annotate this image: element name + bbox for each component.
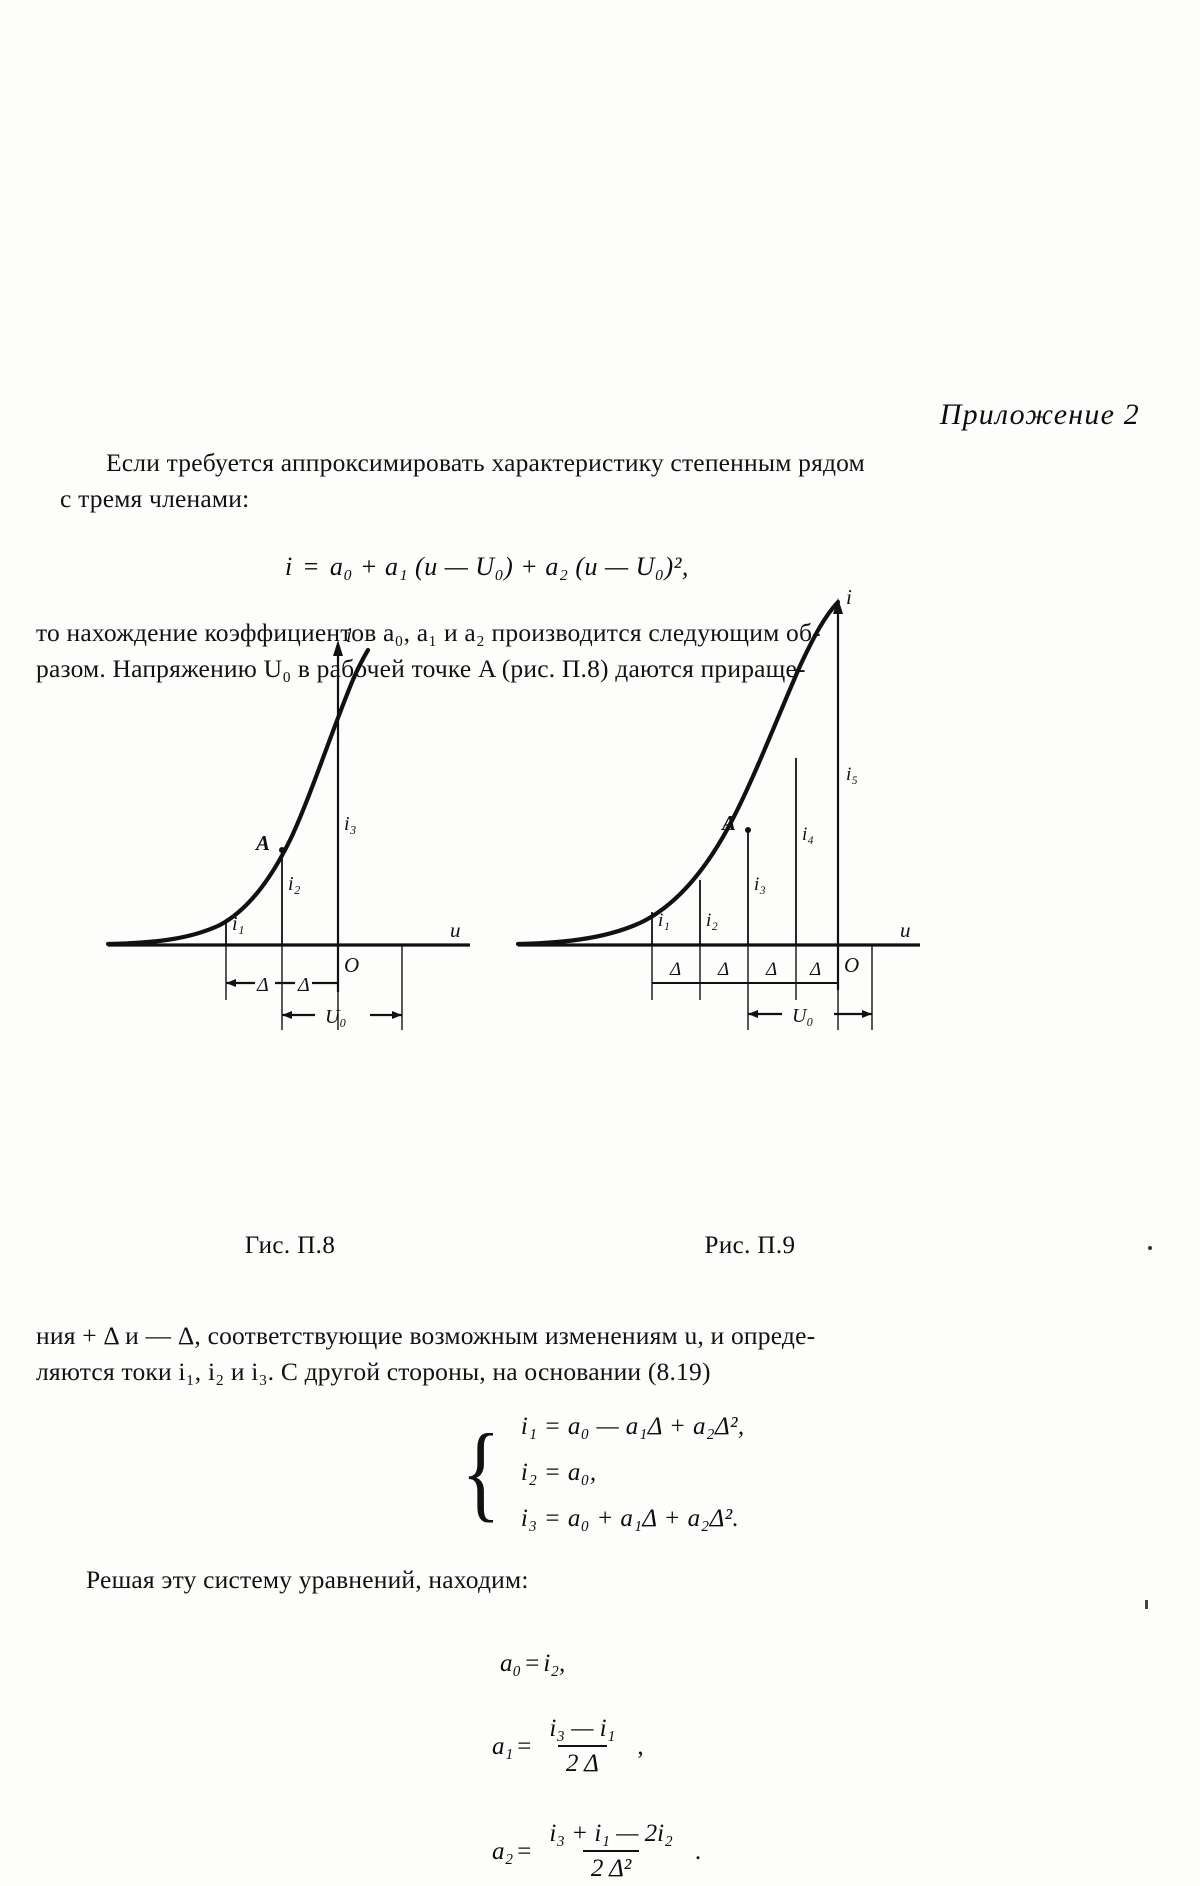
page-title: Приложение 2: [0, 398, 1140, 432]
after-figures-line-1: ния + Δ и — Δ, соответствующие возможным…: [36, 1321, 815, 1350]
paragraph-after-figures: ния + Δ и — Δ, соответствующие возможным…: [36, 1318, 1164, 1390]
result-a0: a₀ = i₂,: [500, 1650, 565, 1678]
fig-p8-y-axis-label: i: [346, 623, 352, 647]
fig-p8-u0-arrow-right: [392, 1011, 402, 1019]
main-formula-terms: a₀ + a₁ (u — U₀) + a₂ (u — U₀)²,: [330, 552, 689, 581]
scan-speck-2: [1145, 1600, 1148, 1609]
figure-p8: i u A i₁ i₂ i₃ Δ Δ U₀ O: [80, 600, 500, 1030]
result-a2-fraction: i₃ + i₁ — 2i₂ 2 Δ²: [541, 1820, 681, 1883]
fig-p8-point-a-marker: [279, 847, 285, 853]
fig-p9-curve: [518, 602, 838, 944]
equation-line-1: i₁ = a₀ — a₁Δ + a₂Δ²,: [521, 1404, 745, 1450]
result-a0-equals: =: [521, 1650, 543, 1678]
result-a2-trail: .: [695, 1838, 701, 1866]
fig-p9-label-delta-4: Δ: [809, 959, 821, 980]
fig-p9-x-axis-label: u: [900, 918, 911, 942]
figure-p9: i u A i₁ i₂ i₃ i₄ i₅ Δ Δ Δ Δ U₀ O: [500, 590, 960, 1030]
fig-p9-u0-arrow-left: [748, 1010, 758, 1018]
result-a2-lhs: a₂: [492, 1838, 513, 1866]
fig-p8-label-i2: i₂: [288, 873, 301, 895]
intro-line-1: Если требуется аппроксимировать характер…: [106, 448, 865, 477]
fig-p9-label-i3: i₃: [754, 874, 766, 895]
result-a0-lhs: a₀: [500, 1650, 521, 1678]
main-formula: i = a₀ + a₁ (u — U₀) + a₂ (u — U₀)²,: [285, 552, 689, 582]
figure-p8-caption: Гис. П.8: [80, 1232, 500, 1260]
equation-line-3: i₃ = a₀ + a₁Δ + a₂Δ².: [521, 1496, 745, 1542]
fig-p9-y-axis-label: i: [846, 590, 852, 609]
fig-p9-label-i4: i₄: [802, 824, 814, 845]
result-a1-denominator: 2 Δ: [558, 1745, 607, 1778]
result-a1-trail: ,: [637, 1733, 643, 1761]
result-a1-numerator: i₃ — i₁: [541, 1715, 623, 1745]
fig-p8-label-delta-1: Δ: [256, 974, 269, 996]
fig-p9-label-i2: i₂: [706, 910, 718, 931]
result-a1: a₁ = i₃ — i₁ 2 Δ ,: [492, 1715, 644, 1778]
result-a2-equals: =: [513, 1838, 535, 1866]
figure-p9-caption: Рис. П.9: [540, 1232, 960, 1260]
fig-p8-y-axis-arrow: [333, 640, 343, 656]
fig-p9-label-delta-1: Δ: [669, 959, 681, 980]
fig-p9-u0-arrow-right: [862, 1010, 872, 1018]
fig-p8-x-axis-label: u: [450, 918, 461, 942]
result-a1-fraction: i₃ — i₁ 2 Δ: [541, 1715, 623, 1778]
fig-p9-label-u0: U₀: [792, 1005, 813, 1027]
fig-p8-origin-label: O: [344, 953, 359, 977]
document-page: Приложение 2 Если требуется аппроксимиро…: [0, 0, 1200, 1886]
system-brace: {: [461, 1419, 500, 1527]
result-a2-denominator: 2 Δ²: [583, 1850, 639, 1883]
fig-p9-point-a-marker: [745, 827, 751, 833]
fig-p8-u0-arrow-left: [282, 1011, 292, 1019]
result-a1-equals: =: [513, 1733, 535, 1761]
fig-p8-delta-arrow-left: [226, 979, 236, 987]
scan-speck-1: [1148, 1246, 1152, 1250]
fig-p9-origin-label: O: [844, 953, 859, 977]
fig-p8-label-i1: i₁: [232, 913, 245, 935]
result-a1-lhs: a₁: [492, 1733, 513, 1761]
fig-p9-point-a-label: A: [720, 811, 736, 835]
fig-p8-label-i3: i₃: [344, 813, 357, 835]
intro-paragraph: Если требуется аппроксимировать характер…: [60, 445, 1140, 517]
equation-system: { i₁ = a₀ — a₁Δ + a₂Δ², i₂ = a₀, i₃ = a₀…: [455, 1398, 745, 1548]
result-a2-numerator: i₃ + i₁ — 2i₂: [541, 1820, 681, 1850]
fig-p9-label-i1: i₁: [658, 910, 670, 931]
figure-p8-svg: i u A i₁ i₂ i₃ Δ Δ U₀ O: [80, 600, 500, 1030]
fig-p9-label-delta-3: Δ: [765, 959, 777, 980]
after-figures-line-2: ляются токи i₁, i₂ и i₃. С другой сторон…: [36, 1357, 711, 1386]
solving-text: Решая эту систему уравнений, находим:: [86, 1562, 1086, 1598]
equation-line-2: i₂ = a₀,: [521, 1450, 745, 1496]
main-formula-lhs: i: [285, 552, 293, 581]
fig-p8-curve: [108, 650, 368, 944]
intro-line-2: с тремя членами:: [60, 484, 249, 513]
fig-p8-label-u0: U₀: [325, 1006, 346, 1028]
equation-system-lines: i₁ = a₀ — a₁Δ + a₂Δ², i₂ = a₀, i₃ = a₀ +…: [509, 1398, 745, 1548]
main-formula-equals: =: [300, 552, 323, 581]
figure-p9-svg: i u A i₁ i₂ i₃ i₄ i₅ Δ Δ Δ Δ U₀ O: [500, 590, 960, 1030]
fig-p9-label-i5: i₅: [846, 764, 858, 785]
result-a0-rhs: i₂,: [543, 1650, 565, 1678]
fig-p8-label-delta-2: Δ: [297, 974, 310, 996]
fig-p9-label-delta-2: Δ: [717, 959, 729, 980]
fig-p8-point-a-label: A: [254, 831, 270, 855]
result-a2: a₂ = i₃ + i₁ — 2i₂ 2 Δ² .: [492, 1820, 701, 1883]
